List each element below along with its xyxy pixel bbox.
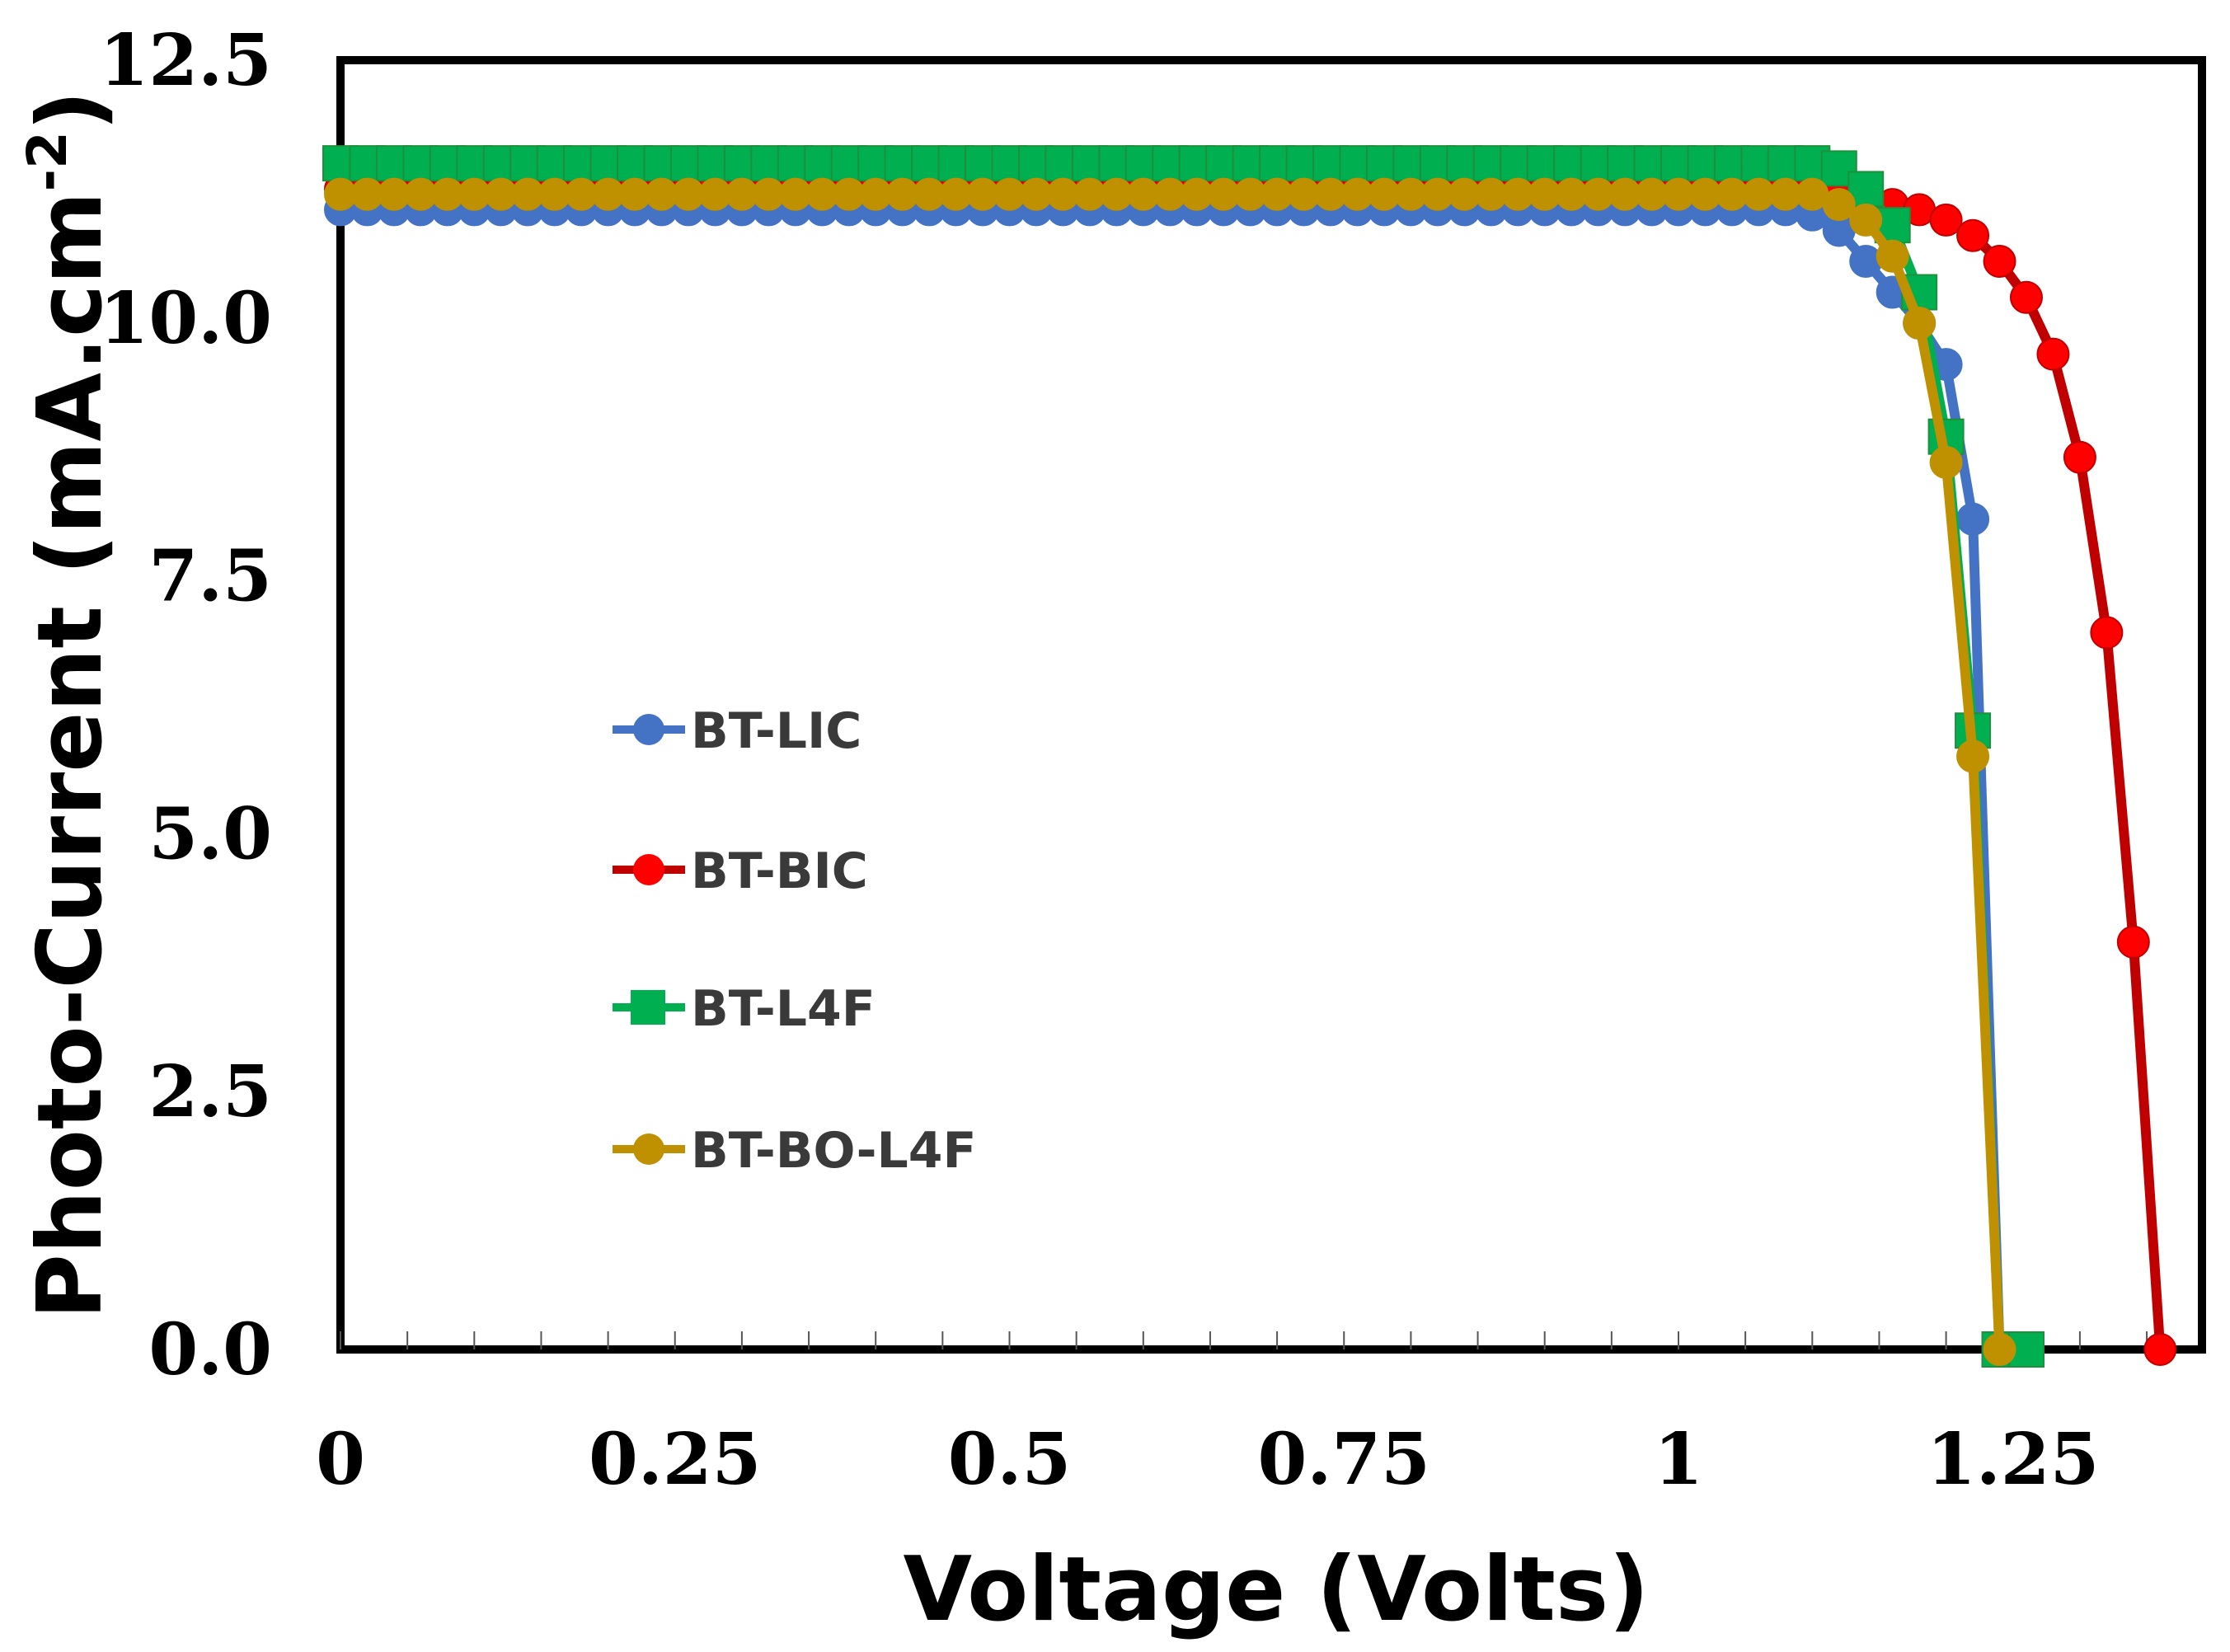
y-tick-label: 2.5 bbox=[148, 1050, 272, 1133]
y-axis-title-main: Photo-Current (mA.cm bbox=[19, 191, 122, 1319]
data-point-bt-bo-l4f bbox=[1956, 739, 1990, 773]
legend-label-bt-lic: BT-LIC bbox=[691, 702, 861, 760]
data-point-bt-lic bbox=[1956, 502, 1990, 536]
data-point-bt-bic bbox=[2009, 280, 2043, 314]
y-axis-title: Photo-Current (mA.cm-2) bbox=[16, 91, 122, 1320]
data-point-bt-lic bbox=[1849, 244, 1883, 278]
y-tick-label: 12.5 bbox=[100, 19, 272, 102]
data-point-bt-bo-l4f bbox=[1876, 239, 1909, 273]
data-point-bt-bic bbox=[2143, 1333, 2177, 1366]
x-tick-labels: 0 0.25 0.5 0.75 1 1.25 bbox=[316, 1418, 2099, 1501]
data-point-bt-bic bbox=[2063, 440, 2096, 474]
data-point-bt-bo-l4f bbox=[1929, 445, 1963, 479]
legend-item-bt-bo-l4f: BT-BO-L4F bbox=[613, 1122, 976, 1180]
series-line-bt-l4f bbox=[340, 158, 2026, 1354]
legend-marker-bt-l4f bbox=[631, 990, 665, 1025]
legend-label-bt-bic: BT-BIC bbox=[691, 842, 868, 900]
series-line-bt-lic bbox=[340, 204, 2005, 1350]
y-axis-title-superscript: -2 bbox=[16, 131, 79, 191]
series-bt-lic bbox=[324, 193, 2016, 1366]
data-point-bt-bic bbox=[1983, 244, 2016, 278]
series-bt-l4f bbox=[322, 145, 2045, 1368]
y-tick-labels: 0.0 2.5 5.0 7.5 10.0 12.5 bbox=[100, 19, 272, 1392]
legend-item-bt-l4f: BT-L4F bbox=[613, 980, 876, 1038]
data-point-bt-bic bbox=[2090, 616, 2124, 650]
y-tick-label: 10.0 bbox=[100, 277, 272, 360]
x-minor-ticks bbox=[340, 1331, 2148, 1349]
legend-marker-bt-lic bbox=[633, 714, 664, 745]
y-tick-label: 0.0 bbox=[148, 1308, 272, 1392]
series-layer bbox=[322, 145, 2177, 1368]
x-tick-label: 0.5 bbox=[948, 1418, 1072, 1501]
y-axis-title-close: ) bbox=[19, 91, 122, 131]
data-point-bt-bic bbox=[2036, 337, 2070, 371]
x-tick-label: 1.25 bbox=[1927, 1418, 2099, 1501]
legend-label-bt-l4f: BT-L4F bbox=[691, 980, 876, 1038]
data-point-bt-bic bbox=[1929, 203, 1963, 237]
x-tick-label: 1 bbox=[1654, 1418, 1703, 1501]
x-tick-label: 0.75 bbox=[1258, 1418, 1430, 1501]
data-point-bt-bo-l4f bbox=[1903, 307, 1937, 340]
series-bt-bo-l4f bbox=[324, 177, 2016, 1366]
legend-marker-bt-bic bbox=[633, 854, 664, 885]
data-point-bt-bo-l4f bbox=[1822, 188, 1856, 222]
series-bt-bic bbox=[324, 172, 2177, 1366]
series-line-bt-bic bbox=[340, 184, 2166, 1350]
x-tick-label: 0 bbox=[316, 1418, 365, 1501]
legend-item-bt-lic: BT-LIC bbox=[613, 702, 861, 760]
plot-frame bbox=[336, 56, 2206, 1354]
data-point-bt-bo-l4f bbox=[1983, 1333, 2016, 1366]
legend-item-bt-bic: BT-BIC bbox=[613, 842, 868, 900]
data-point-bt-bic bbox=[2116, 925, 2150, 959]
legend-marker-bt-bo-l4f bbox=[633, 1133, 664, 1165]
data-point-bt-bo-l4f bbox=[1849, 203, 1883, 237]
data-point-bt-bic bbox=[1956, 218, 1990, 252]
x-axis-title: Voltage (Volts) bbox=[903, 1538, 1649, 1641]
series-line-bt-bo-l4f bbox=[340, 189, 2005, 1350]
y-tick-label: 5.0 bbox=[148, 792, 272, 875]
x-tick-label: 0.25 bbox=[589, 1418, 761, 1501]
y-tick-label: 7.5 bbox=[148, 535, 272, 618]
legend: BT-LIC BT-BIC BT-L4F BT-BO-L4F bbox=[613, 702, 976, 1180]
legend-label-bt-bo-l4f: BT-BO-L4F bbox=[691, 1122, 976, 1180]
